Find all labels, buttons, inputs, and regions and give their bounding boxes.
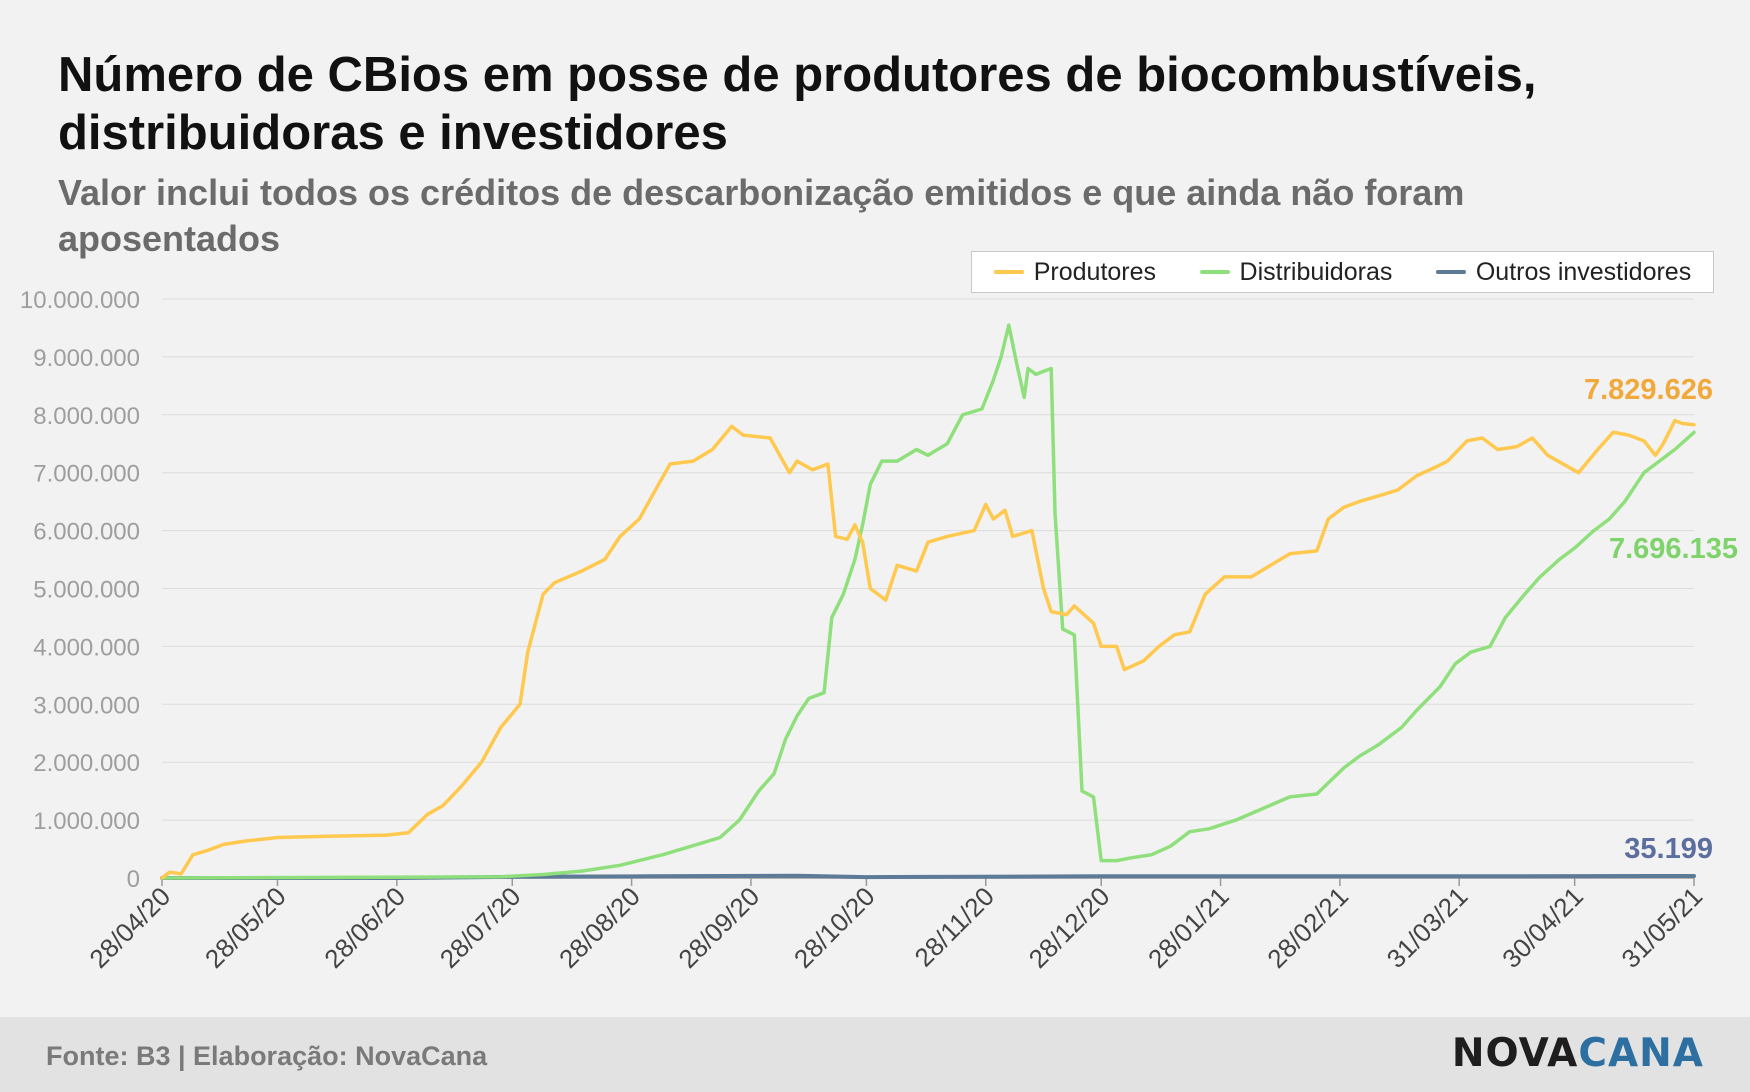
y-tick-label: 3.000.000 (33, 692, 140, 719)
series-line-produtores (160, 418, 1696, 880)
y-tick-label: 9.000.000 (33, 345, 140, 372)
x-tick-label: 28/01/21 (1142, 881, 1235, 974)
logo-text-nova: NOVA (1451, 1031, 1579, 1076)
x-tick-label: 28/02/21 (1261, 881, 1354, 974)
legend-swatch-distribuidoras (1199, 270, 1230, 274)
x-tick-label: 28/06/20 (318, 881, 411, 974)
end-value-label-distribuidoras: 7.696.135 (1609, 533, 1738, 565)
legend-swatch-outros-investidores (1435, 270, 1466, 274)
legend-label-distribuidoras: Distribuidoras (1239, 257, 1393, 286)
y-tick-label: 7.000.000 (33, 461, 140, 488)
y-tick-label: 10.000.000 (20, 287, 140, 314)
y-tick-label: 8.000.000 (33, 403, 140, 430)
y-tick-label: 5.000.000 (33, 577, 140, 604)
source-credit: Fonte: B3 | Elaboração: NovaCana (46, 1041, 488, 1071)
x-tick-label: 31/03/21 (1381, 881, 1474, 974)
chart-legend: Produtores Distribuidoras Outros investi… (971, 251, 1714, 293)
x-tick-label: 28/04/20 (83, 881, 176, 974)
end-value-label-outros-investidores: 35.199 (1624, 833, 1713, 865)
x-tick-label: 31/05/21 (1615, 881, 1708, 974)
legend-item-outros-investidores[interactable]: Outros investidores (1435, 257, 1692, 287)
end-value-label-produtores: 7.829.626 (1584, 374, 1713, 406)
x-tick-label: 28/09/20 (672, 881, 765, 974)
legend-item-distribuidoras[interactable]: Distribuidoras (1199, 257, 1393, 287)
y-tick-label: 0 (127, 866, 140, 893)
line-chart: 0 1.000.000 2.000.000 3.000.000 4.000.000 5.0… (20, 287, 1738, 974)
legend-label-produtores: Produtores (1033, 257, 1157, 286)
y-tick-label: 2.000.000 (33, 750, 140, 777)
x-tick-label: 28/10/20 (788, 881, 881, 974)
footer-bar: Fonte: B3 | Elaboração: NovaCana NOVACAN… (0, 1017, 1750, 1092)
x-tick-label: 28/12/20 (1023, 881, 1116, 974)
x-tick-label: 28/08/20 (553, 881, 646, 974)
x-tick-label: 28/05/20 (199, 881, 292, 974)
x-tick-label: 28/11/20 (909, 881, 1000, 972)
legend-label-outros-investidores: Outros investidores (1475, 257, 1692, 286)
novacana-logo[interactable]: NOVACANA (1452, 1031, 1704, 1076)
y-tick-label: 6.000.000 (33, 519, 140, 546)
chart-title: Número de CBios em posse de produtores d… (58, 48, 1537, 160)
legend-item-produtores[interactable]: Produtores (993, 257, 1157, 287)
y-tick-label: 1.000.000 (33, 808, 140, 835)
chart-subtitle: Valor inclui todos os créditos de descar… (58, 172, 1465, 259)
y-tick-label: 4.000.000 (33, 634, 140, 661)
series-line-distribuidoras (160, 323, 1696, 880)
legend-swatch-produtores (993, 270, 1024, 274)
logo-text-cana: CANA (1578, 1031, 1704, 1076)
x-tick-label: 28/07/20 (434, 881, 527, 974)
x-tick-label: 30/04/21 (1496, 881, 1589, 974)
